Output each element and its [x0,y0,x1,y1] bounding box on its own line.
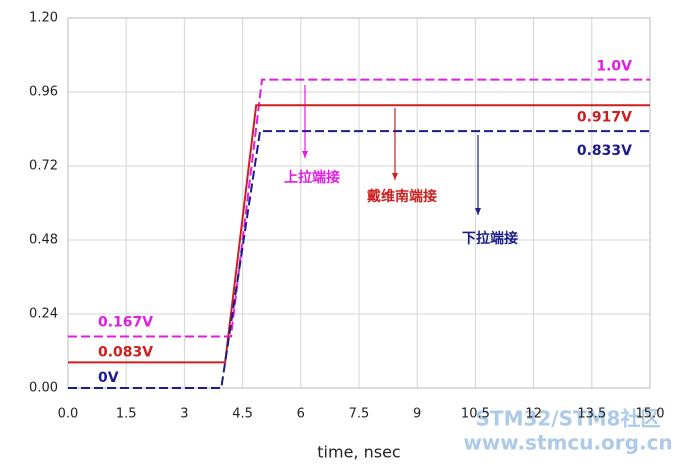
x-tick-label: 1.5 [116,407,137,422]
value-label: 0V [98,370,119,386]
x-tick-label: 0.0 [58,407,79,422]
y-tick-label: 0.48 [29,233,58,248]
value-label: 0.083V [98,344,153,360]
x-tick-label: 6 [297,407,305,422]
series-name: 下拉端接 [462,230,518,247]
value-label: 0.833V [577,143,632,159]
y-tick-label: 0.96 [29,85,58,100]
x-tick-label: 7.5 [349,407,370,422]
x-tick-label: 3 [180,407,188,422]
plot-frame [67,17,651,389]
x-tick-label: 12 [525,407,542,422]
series-line [68,104,650,364]
y-tick-label: 0.72 [29,159,58,174]
y-tick-label: 0.00 [29,381,58,396]
x-tick-label: 4.5 [232,407,253,422]
x-tick-label: 10.5 [461,407,490,422]
value-label: 0.917V [577,109,632,125]
x-tick-label: 13.5 [577,407,606,422]
watermark: STM32/STM8社区 [476,407,661,431]
annotation-arrowhead [302,151,308,158]
value-label: 0.167V [98,315,153,331]
x-axis-label: time, nsec [317,443,400,462]
series-name: 上拉端接 [284,169,340,186]
series-line [68,78,650,338]
series-name: 戴维南端接 [367,188,437,205]
y-tick-label: 0.24 [29,307,58,322]
y-tick-label: 1.20 [29,11,58,26]
annotation-arrowhead [392,173,398,180]
x-tick-label: 15.0 [636,407,665,422]
annotation-arrowhead [475,208,481,215]
x-tick-label: 9 [413,407,421,422]
watermark: www.stmcu.org.cn [463,431,672,455]
value-label: 1.0V [596,59,632,75]
